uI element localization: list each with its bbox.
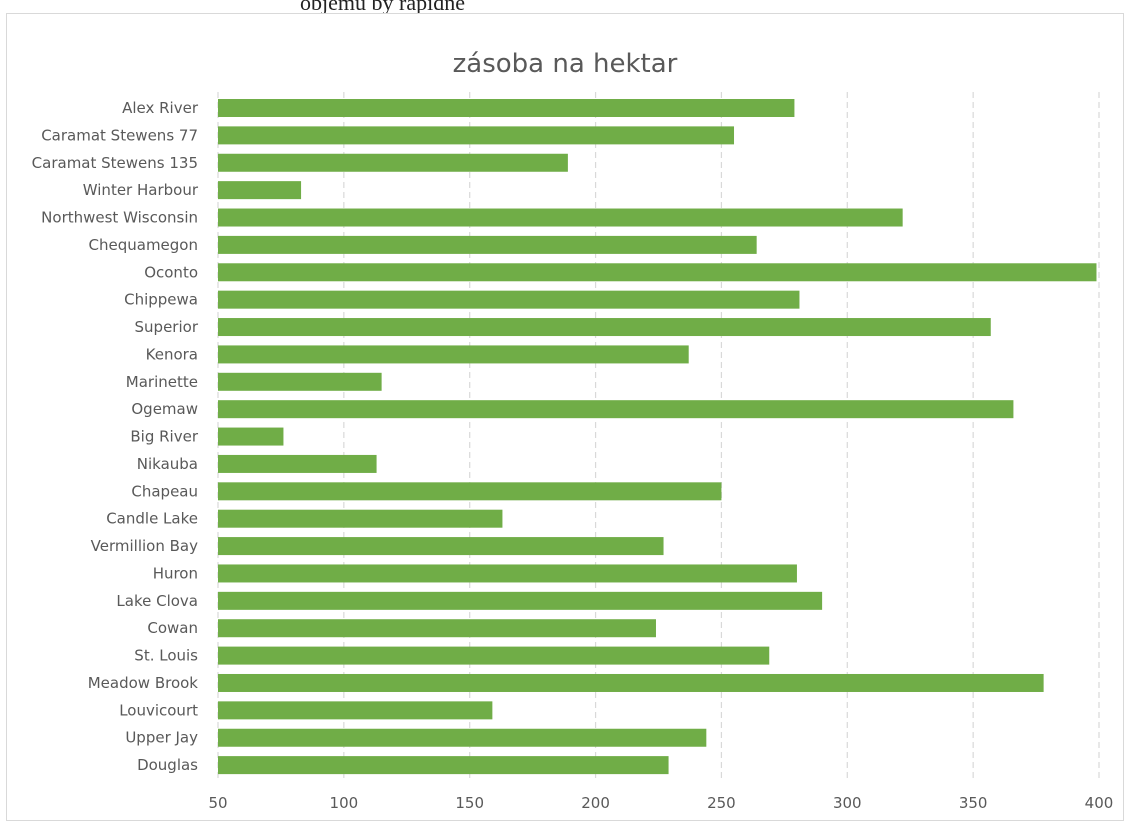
bar bbox=[218, 728, 707, 747]
category-label: Cowan bbox=[147, 619, 198, 637]
category-label: Winter Harbour bbox=[83, 181, 199, 199]
x-tick-label: 250 bbox=[707, 794, 736, 812]
category-label: Chequamegon bbox=[89, 236, 198, 254]
category-label: Candle Lake bbox=[106, 510, 198, 528]
bar bbox=[218, 673, 1044, 692]
category-label: Marinette bbox=[126, 373, 198, 391]
bar bbox=[218, 208, 903, 227]
bar bbox=[218, 756, 669, 775]
x-tick-label: 50 bbox=[208, 794, 227, 812]
bar bbox=[218, 372, 382, 391]
bar bbox=[218, 345, 689, 364]
bar bbox=[218, 400, 1014, 419]
bar bbox=[218, 235, 757, 254]
page-text-fragment: objemu by rapidne bbox=[300, 0, 465, 14]
bar bbox=[218, 99, 795, 117]
category-label: Ogemaw bbox=[131, 400, 198, 418]
x-axis-tick-labels: 50 100 150 200 250 300 350 400 bbox=[208, 794, 1113, 812]
category-label: Chapeau bbox=[131, 482, 198, 500]
bar bbox=[218, 619, 656, 638]
bars bbox=[218, 99, 1097, 775]
bar bbox=[218, 701, 493, 720]
gridlines bbox=[217, 92, 1100, 780]
bar bbox=[218, 290, 800, 309]
category-label: Caramat Stewens 77 bbox=[41, 126, 198, 144]
category-label: Oconto bbox=[144, 263, 198, 281]
category-label: Lake Clova bbox=[116, 592, 198, 610]
category-label: Alex River bbox=[122, 99, 199, 117]
bar bbox=[218, 564, 797, 583]
category-label: Huron bbox=[153, 564, 198, 582]
x-tick-label: 300 bbox=[833, 794, 862, 812]
category-label: Caramat Stewens 135 bbox=[32, 154, 198, 172]
bar bbox=[218, 482, 722, 501]
x-tick-label: 350 bbox=[959, 794, 988, 812]
category-label: Douglas bbox=[137, 756, 198, 774]
category-label: Big River bbox=[130, 428, 198, 446]
bar bbox=[218, 591, 823, 610]
x-tick-label: 100 bbox=[330, 794, 359, 812]
x-tick-label: 200 bbox=[581, 794, 610, 812]
category-label: Louvicourt bbox=[119, 701, 198, 719]
bar bbox=[218, 126, 735, 145]
bar bbox=[218, 509, 503, 528]
category-labels: Alex River Caramat Stewens 77 Caramat Stew… bbox=[32, 99, 199, 774]
chart-title: zásoba na hektar bbox=[452, 49, 678, 79]
bar bbox=[218, 153, 568, 172]
bar bbox=[218, 181, 302, 200]
bar bbox=[218, 454, 377, 473]
category-label: Meadow Brook bbox=[88, 674, 199, 692]
category-label: Upper Jay bbox=[125, 729, 198, 747]
bar bbox=[218, 537, 664, 556]
x-tick-label: 400 bbox=[1085, 794, 1114, 812]
bar bbox=[218, 646, 770, 665]
x-tick-label: 150 bbox=[455, 794, 484, 812]
category-label: Kenora bbox=[146, 345, 198, 363]
category-label: Superior bbox=[135, 318, 199, 336]
category-label: Vermillion Bay bbox=[91, 537, 198, 555]
bar bbox=[218, 318, 991, 337]
bar bbox=[218, 427, 284, 446]
category-label: St. Louis bbox=[134, 647, 198, 665]
category-label: Nikauba bbox=[137, 455, 198, 473]
category-label: Northwest Wisconsin bbox=[41, 209, 198, 227]
category-label: Chippewa bbox=[124, 291, 198, 309]
bar bbox=[218, 263, 1097, 282]
